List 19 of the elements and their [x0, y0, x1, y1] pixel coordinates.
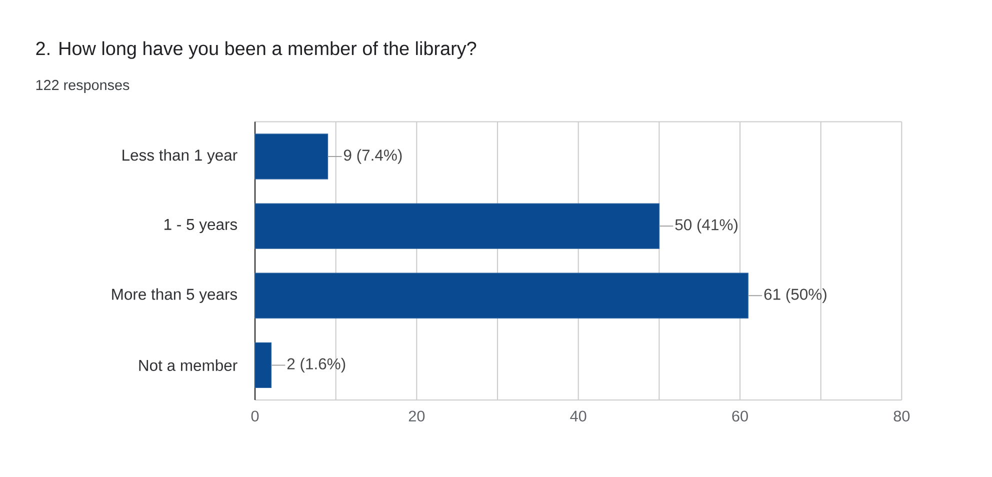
- data-label: 61 (50%): [764, 288, 826, 303]
- x-tick-label: 40: [570, 410, 586, 422]
- bar: [254, 134, 328, 180]
- text: 122 responses: [36, 80, 130, 93]
- data-label: 9 (7.4%): [344, 149, 402, 164]
- chart-title: 2. How long have you been a member of the library?: [36, 41, 476, 59]
- x-tick-label: 80: [894, 410, 910, 422]
- y-tick-label: Less than 1 year: [122, 149, 238, 164]
- x-tick-label: 60: [732, 410, 748, 422]
- bar: [254, 342, 272, 388]
- bar: [254, 203, 660, 249]
- x-tick-label: 0: [251, 410, 259, 422]
- y-tick-label: More than 5 years: [112, 288, 238, 303]
- bar: [254, 272, 748, 318]
- y-tick-label: Not a member: [139, 359, 238, 371]
- data-label: 50 (41%): [675, 218, 738, 234]
- x-tick-label: 20: [408, 410, 425, 422]
- y-tick-label: 1 - 5 years: [164, 219, 238, 234]
- data-label: 2 (1.6%): [287, 358, 346, 373]
